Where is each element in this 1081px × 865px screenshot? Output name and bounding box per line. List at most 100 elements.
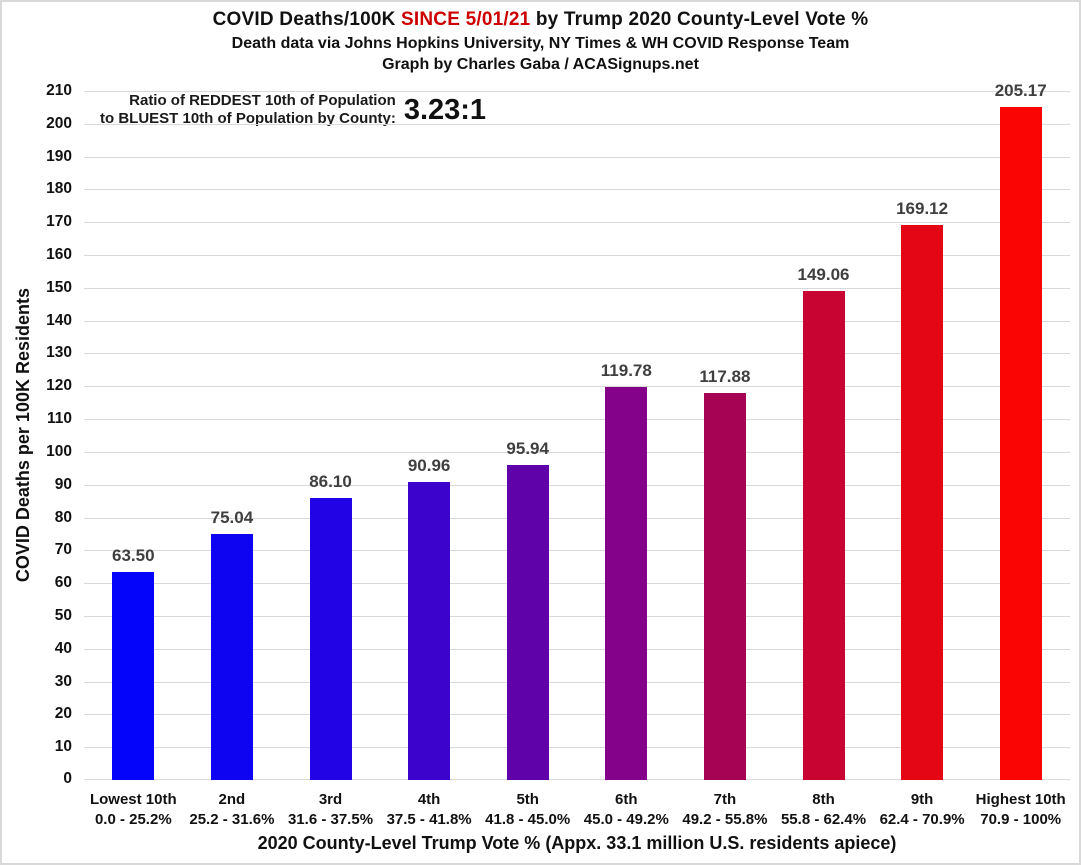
x-axis-title: 2020 County-Level Trump Vote % (Appx. 33… xyxy=(257,833,897,853)
y-tick-label: 60 xyxy=(54,574,72,591)
x-tick-range: 25.2 - 31.6% xyxy=(189,810,275,828)
y-tick-label: 0 xyxy=(63,770,72,787)
gridline xyxy=(84,682,1070,683)
bar-value-label: 75.04 xyxy=(210,508,254,527)
bar-4 xyxy=(408,482,450,780)
ratio-annotation: Ratio of REDDEST 10th of Population to B… xyxy=(100,92,486,129)
bar-7 xyxy=(704,393,746,780)
y-tick-label: 140 xyxy=(46,312,72,329)
y-tick-label: 70 xyxy=(54,541,72,558)
x-tick-label: 8th 55.8 - 62.4% xyxy=(781,790,866,830)
ratio-value: 3.23:1 xyxy=(403,93,487,126)
gridline xyxy=(84,616,1070,617)
gridline xyxy=(84,714,1070,715)
ratio-annotation-line2: to BLUEST 10th of Population by County: xyxy=(100,110,396,128)
y-tick-label: 90 xyxy=(54,476,72,493)
x-tick-range: 55.8 - 62.4% xyxy=(780,810,867,828)
bar-value-label: 95.94 xyxy=(506,439,549,458)
gridline xyxy=(84,255,1070,256)
x-tick-category: 8th xyxy=(812,791,835,808)
gridline xyxy=(84,91,1070,92)
bar-value-label: 63.50 xyxy=(112,546,155,565)
chart-title-part1: COVID Deaths/100K xyxy=(212,9,402,30)
bar-value-label: 119.78 xyxy=(600,361,652,380)
x-tick-label: 6th 45.0 - 49.2% xyxy=(584,790,669,830)
gridline xyxy=(84,124,1070,125)
y-tick-label: 20 xyxy=(54,705,72,722)
bar-6 xyxy=(605,387,647,780)
y-tick-label: 100 xyxy=(46,443,72,460)
chart-title-highlight: SINCE 5/01/21 xyxy=(401,9,531,30)
y-axis: 0 10 20 30 40 50 60 70 80 90 100 110 120 130 140 150 160… xyxy=(2,82,72,787)
y-tick-label: 120 xyxy=(46,377,72,394)
x-tick-category: 7th xyxy=(713,791,737,808)
gridline xyxy=(84,779,1070,780)
chart-subtitle: Death data via Johns Hopkins University,… xyxy=(231,35,850,52)
bar-value-label: 86.10 xyxy=(309,472,352,491)
gridline xyxy=(84,518,1070,519)
x-tick-category: Lowest 10th xyxy=(89,791,177,808)
x-tick-label: Highest 10th 70.9 - 100% xyxy=(976,790,1066,830)
y-tick-label: 190 xyxy=(46,148,72,165)
x-tick-category: 5th xyxy=(516,791,539,808)
chart-title-part2: by Trump 2020 County-Level Vote % xyxy=(530,9,869,30)
x-tick-category: 9th xyxy=(910,791,934,808)
bar-10 xyxy=(1000,107,1042,780)
x-tick-label: 2nd 25.2 - 31.6% xyxy=(189,790,274,830)
x-tick-category: 2nd xyxy=(218,791,246,808)
y-tick-label: 130 xyxy=(46,344,72,361)
y-tick-label: 110 xyxy=(46,410,72,427)
gridline xyxy=(84,321,1070,322)
x-tick-label: 7th 49.2 - 55.8% xyxy=(682,790,767,830)
chart-credit: Graph by Charles Gaba / ACASignups.net xyxy=(382,56,699,73)
x-tick-category: 3rd xyxy=(318,791,343,808)
chart-title: COVID Deaths/100K SINCE 5/01/21 by Trump… xyxy=(2,9,1079,31)
gridline xyxy=(84,189,1070,190)
y-tick-label: 180 xyxy=(46,180,72,197)
bar-value-label: 90.96 xyxy=(407,456,451,475)
y-tick-label: 200 xyxy=(46,115,72,132)
y-tick-label: 10 xyxy=(54,738,72,755)
x-tick-range: 70.9 - 100% xyxy=(980,810,1062,828)
y-tick-label: 40 xyxy=(54,640,72,657)
x-tick-category: 6th xyxy=(615,791,638,808)
gridline xyxy=(84,583,1070,584)
y-tick-label: 160 xyxy=(46,246,72,263)
bar-9 xyxy=(901,225,943,780)
y-tick-label: 150 xyxy=(46,279,72,296)
gridline xyxy=(84,222,1070,223)
bar-1 xyxy=(112,572,154,780)
bar-5 xyxy=(507,465,549,780)
gridline xyxy=(84,419,1070,420)
x-tick-range: 49.2 - 55.8% xyxy=(682,810,768,828)
x-tick-range: 37.5 - 41.8% xyxy=(386,810,472,828)
x-tick-range: 45.0 - 49.2% xyxy=(583,810,669,828)
x-tick-category: 4th xyxy=(417,791,441,808)
x-tick-category: Highest 10th xyxy=(975,791,1066,808)
gridline xyxy=(84,386,1070,387)
x-tick-range: 31.6 - 37.5% xyxy=(287,810,374,828)
bar-value-label: 117.88 xyxy=(699,367,751,386)
x-tick-label: 5th 41.8 - 45.0% xyxy=(485,790,570,830)
gridline xyxy=(84,157,1070,158)
gridline xyxy=(84,288,1070,289)
gridline xyxy=(84,485,1070,486)
y-tick-label: 80 xyxy=(54,509,72,526)
gridline xyxy=(84,649,1070,650)
y-tick-label: 210 xyxy=(46,82,72,99)
ratio-annotation-text: Ratio of REDDEST 10th of Population to B… xyxy=(100,92,396,129)
x-tick-label: 4th 37.5 - 41.8% xyxy=(387,790,472,830)
x-axis: Lowest 10th 0.0 - 25.2% 2nd 25.2 - 31.6% 3rd… xyxy=(84,782,1070,832)
bar-chart-plot-area: 63.50 75.04 86.10 90.96 95.94 119.78 117.88 149… xyxy=(84,81,1070,780)
bar-8 xyxy=(803,291,845,780)
bar-value-label: 169.12 xyxy=(896,199,949,218)
gridline xyxy=(84,452,1070,453)
x-tick-label: 3rd 31.6 - 37.5% xyxy=(288,790,373,830)
gridline xyxy=(84,747,1070,748)
y-tick-label: 50 xyxy=(54,607,72,624)
bar-value-label: 149.06 xyxy=(797,265,850,284)
y-tick-label: 170 xyxy=(46,213,72,230)
x-tick-range: 62.4 - 70.9% xyxy=(879,810,965,828)
bar-3 xyxy=(310,498,352,780)
